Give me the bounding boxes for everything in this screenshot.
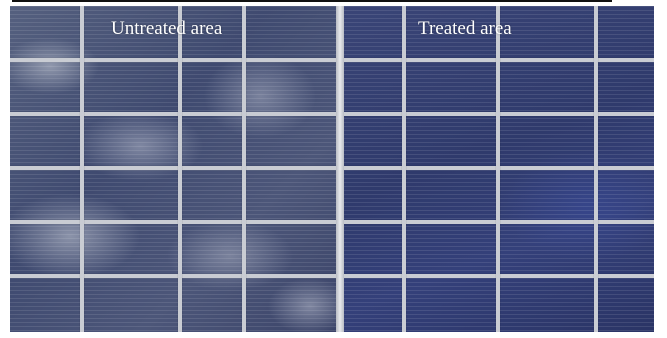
busbar-vertical <box>178 6 182 332</box>
solar-panel-photo <box>10 6 654 332</box>
busbar-horizontal <box>10 274 654 278</box>
busbar-vertical <box>402 6 406 332</box>
busbar-vertical <box>80 6 84 332</box>
busbar-vertical <box>242 6 246 332</box>
busbar-horizontal <box>10 220 654 224</box>
panel-divider <box>336 6 344 332</box>
busbar-vertical <box>496 6 500 332</box>
top-rule-line <box>12 0 612 2</box>
busbar-horizontal <box>10 112 654 116</box>
busbar-horizontal <box>10 58 654 62</box>
busbar-vertical <box>594 6 598 332</box>
untreated-area-label: Untreated area <box>111 18 223 39</box>
busbar-horizontal <box>10 166 654 170</box>
treated-area-label: Treated area <box>418 18 512 39</box>
